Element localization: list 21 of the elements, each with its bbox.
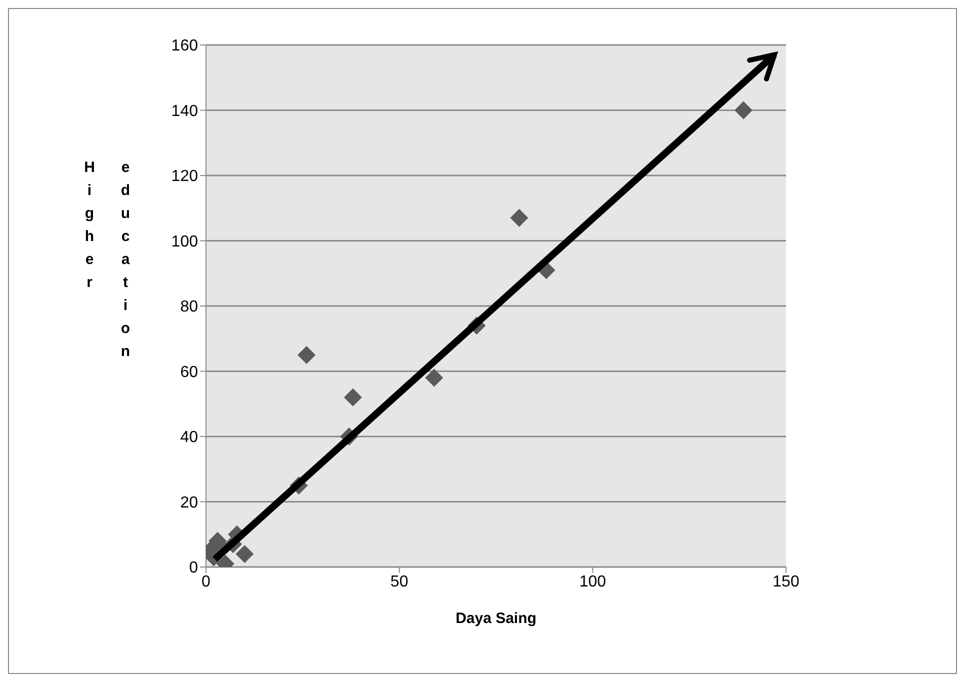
point [425,368,444,387]
point [734,101,752,120]
y-tick-label: 20 [180,494,198,512]
x-tick-label: 150 [772,573,800,590]
x-tick-label: 100 [579,573,606,590]
y-tick-label: 80 [180,298,198,316]
point [344,388,362,406]
y-tick-label: 40 [180,429,198,446]
point [298,346,316,364]
x-tick-label: 50 [390,573,408,590]
text: Higher education [81,159,134,366]
point [236,544,254,563]
y-tick-label: 60 [180,364,198,381]
y-tick-label: 100 [171,233,198,250]
y-tick-label: 140 [171,102,198,120]
y-tick-label: 160 [171,38,198,55]
point [510,208,528,227]
y-tick-label: 0 [189,560,198,577]
x-tick-label: 0 [202,573,211,590]
y-tick-label: 120 [171,168,198,186]
x-axis-title: Daya Saing [456,610,536,627]
